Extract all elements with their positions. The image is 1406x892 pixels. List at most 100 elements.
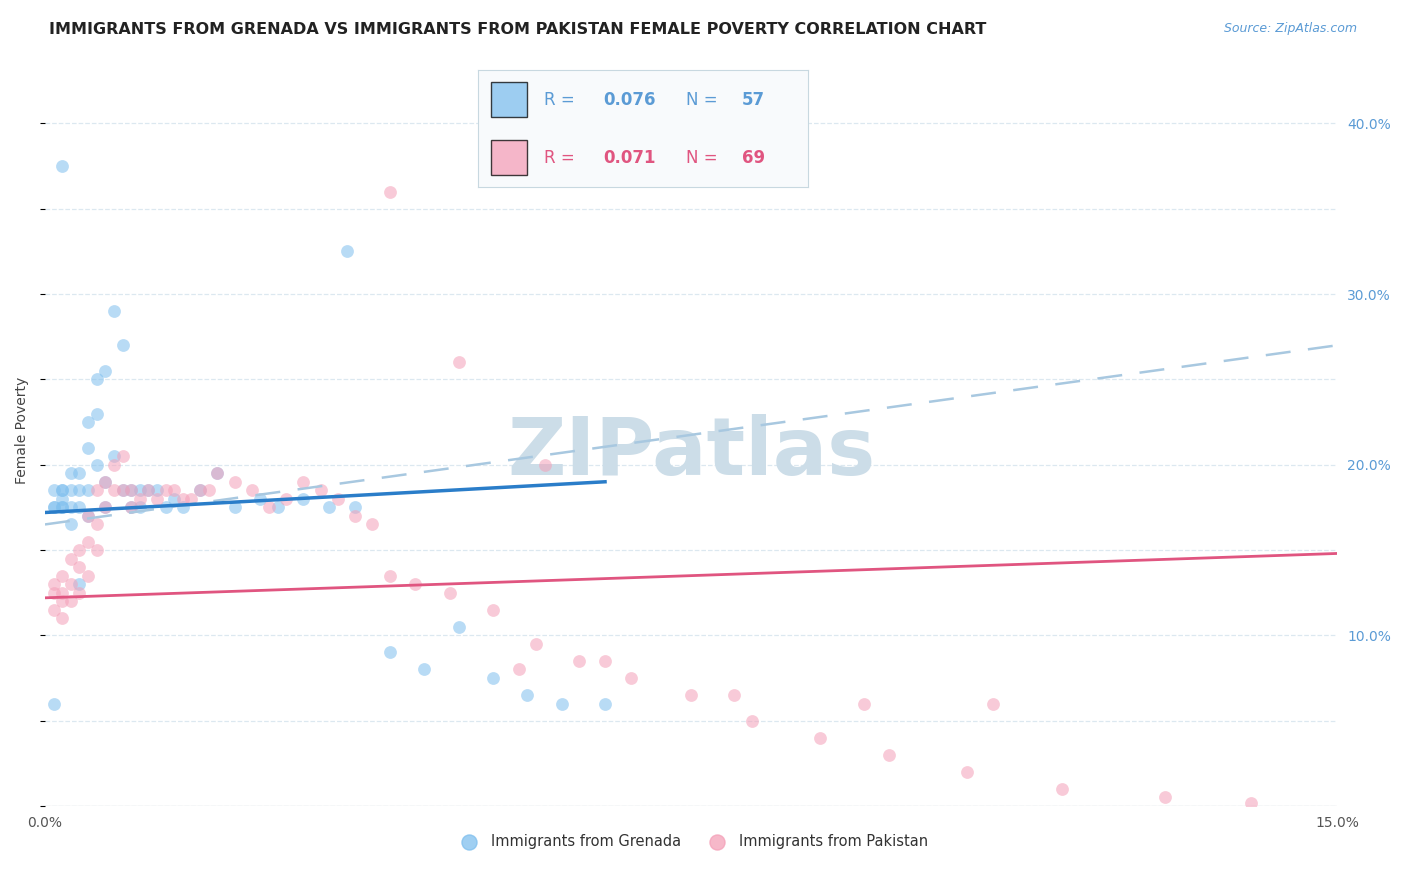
Point (59, 500, 82, 515)
Point (59, 467, 82, 481)
Point (51, 483, 73, 498)
Point (224, 475, 246, 489)
Point (42, 500, 65, 515)
Point (852, 697, 875, 711)
Point (172, 500, 194, 515)
Point (482, 671, 505, 685)
Point (67, 467, 90, 481)
Point (516, 688, 538, 702)
Text: IMMIGRANTS FROM GRENADA VS IMMIGRANTS FROM PAKISTAN FEMALE POVERTY CORRELATION C: IMMIGRANTS FROM GRENADA VS IMMIGRANTS FR… (49, 22, 987, 37)
Point (120, 483, 142, 498)
Point (111, 483, 134, 498)
Point (86, 483, 108, 498)
Point (94, 364, 117, 378)
Point (593, 697, 616, 711)
Point (94, 500, 117, 515)
Point (207, 467, 229, 481)
Point (378, 645, 401, 659)
Point (128, 491, 150, 506)
Point (138, 483, 160, 498)
Point (981, 697, 1004, 711)
Point (103, 304, 125, 318)
Point (86, 543, 108, 558)
Point (77, 483, 100, 498)
Point (439, 585, 461, 599)
Point (163, 483, 186, 498)
Legend: Immigrants from Grenada, Immigrants from Pakistan: Immigrants from Grenada, Immigrants from… (449, 829, 934, 855)
Point (593, 654, 616, 668)
Point (163, 491, 186, 506)
Point (207, 467, 229, 481)
Point (59, 594, 82, 608)
Point (172, 491, 194, 506)
Point (67, 500, 90, 515)
Point (59, 517, 82, 532)
Point (59, 483, 82, 498)
Point (128, 500, 150, 515)
Point (77, 568, 100, 582)
Point (551, 697, 574, 711)
Point (51, 491, 73, 506)
Point (77, 415, 100, 429)
Point (568, 654, 591, 668)
Point (956, 764, 979, 779)
Point (292, 475, 315, 489)
Point (103, 449, 125, 463)
Point (51, 483, 73, 498)
Point (103, 458, 125, 472)
Point (86, 517, 108, 532)
Point (146, 483, 169, 498)
Point (1240, 796, 1263, 810)
Point (86, 407, 108, 421)
Point (482, 603, 505, 617)
Point (1050, 781, 1073, 796)
Point (197, 483, 219, 498)
Point (128, 483, 150, 498)
Point (292, 491, 315, 506)
Point (447, 620, 470, 634)
Point (42, 697, 65, 711)
Point (309, 483, 332, 498)
Point (42, 577, 65, 591)
Point (51, 568, 73, 582)
Point (276, 491, 298, 506)
Point (59, 577, 82, 591)
Point (51, 159, 73, 173)
Point (155, 483, 177, 498)
Point (810, 731, 832, 745)
Point (188, 483, 211, 498)
Point (120, 500, 142, 515)
Point (240, 483, 263, 498)
Point (77, 508, 100, 523)
Point (111, 338, 134, 352)
Point (378, 568, 401, 582)
Point (508, 663, 530, 677)
Text: ZIPatlas: ZIPatlas (508, 414, 876, 492)
Point (111, 483, 134, 498)
Point (335, 244, 357, 259)
Point (326, 491, 349, 506)
Point (318, 500, 340, 515)
Point (413, 663, 436, 677)
Point (42, 483, 65, 498)
Point (378, 185, 401, 199)
Point (51, 500, 73, 515)
Point (249, 491, 271, 506)
Point (524, 637, 547, 651)
Point (344, 508, 367, 523)
Point (51, 594, 73, 608)
Point (120, 483, 142, 498)
Point (620, 671, 643, 685)
Text: Source: ZipAtlas.com: Source: ZipAtlas.com (1223, 22, 1357, 36)
Point (146, 491, 169, 506)
Point (94, 500, 117, 515)
Point (42, 603, 65, 617)
Point (67, 543, 90, 558)
Point (77, 534, 100, 549)
Point (86, 372, 108, 386)
Point (879, 747, 901, 762)
Point (447, 355, 470, 369)
Point (86, 458, 108, 472)
Y-axis label: Female Poverty: Female Poverty (15, 377, 30, 484)
Point (1154, 790, 1177, 805)
